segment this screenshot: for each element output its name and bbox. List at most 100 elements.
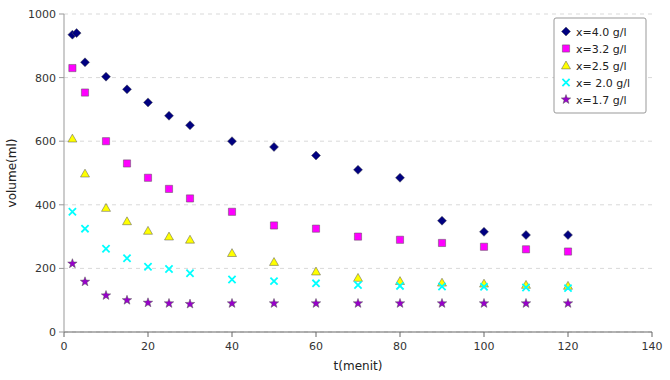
point <box>165 232 174 240</box>
point <box>186 195 193 202</box>
point <box>312 151 321 160</box>
point <box>311 298 320 307</box>
y-tick <box>59 268 64 269</box>
series <box>68 134 573 289</box>
point <box>186 270 193 277</box>
point <box>143 298 152 307</box>
point <box>144 174 151 181</box>
legend-label: x=4.0 g/l <box>576 26 626 39</box>
point <box>69 64 76 71</box>
point <box>80 277 89 286</box>
point <box>68 259 77 268</box>
point <box>354 273 363 281</box>
x-tick <box>232 332 233 337</box>
point <box>123 255 130 262</box>
point <box>123 160 130 167</box>
series <box>68 29 573 240</box>
point <box>522 284 529 291</box>
point <box>396 236 403 243</box>
point <box>396 173 405 182</box>
y-tick-label: 400 <box>35 199 56 212</box>
y-tick <box>59 332 64 333</box>
point <box>68 134 77 142</box>
point <box>81 58 90 67</box>
point <box>564 285 571 292</box>
x-tick-label: 20 <box>141 340 155 353</box>
point <box>312 267 321 275</box>
y-tick <box>59 77 64 78</box>
point <box>437 298 446 307</box>
point <box>438 216 447 225</box>
point <box>438 283 445 290</box>
point <box>270 142 279 151</box>
point <box>270 278 277 285</box>
grid-line <box>64 14 652 15</box>
point <box>144 263 151 270</box>
point <box>270 258 279 266</box>
point <box>354 233 361 240</box>
series <box>69 64 572 255</box>
point <box>228 276 235 283</box>
point <box>69 208 76 215</box>
point <box>101 290 110 299</box>
y-tick-label: 800 <box>35 72 56 85</box>
point <box>312 225 319 232</box>
point <box>227 298 236 307</box>
point <box>123 217 132 225</box>
series <box>68 259 573 308</box>
legend-box <box>554 18 646 113</box>
point <box>522 231 531 240</box>
y-tick <box>59 141 64 142</box>
y-tick <box>59 204 64 205</box>
point <box>480 227 489 236</box>
x-tick-label: 100 <box>474 340 495 353</box>
x-tick-label: 140 <box>642 340 663 353</box>
axes: 02040608010012014002004006008001000 <box>28 8 663 353</box>
x-axis-line <box>64 332 652 333</box>
grid-line <box>64 204 652 205</box>
x-tick-label: 60 <box>309 340 323 353</box>
point <box>396 282 403 289</box>
point <box>522 246 529 253</box>
y-tick-label: 1000 <box>28 8 56 21</box>
point <box>102 245 109 252</box>
point <box>479 298 488 307</box>
chart: 02040608010012014002004006008001000t(men… <box>0 0 670 380</box>
y-axis-label: volume(ml) <box>5 139 19 208</box>
point <box>354 281 361 288</box>
point <box>480 243 487 250</box>
legend-marker <box>562 27 571 36</box>
point <box>564 231 573 240</box>
point <box>81 225 88 232</box>
y-tick-label: 600 <box>35 135 56 148</box>
point <box>102 203 111 211</box>
point <box>164 298 173 307</box>
grid-line <box>64 332 652 333</box>
x-tick-label: 120 <box>558 340 579 353</box>
grid <box>64 14 652 332</box>
plot-area <box>68 29 573 308</box>
point <box>564 248 571 255</box>
legend-label: x=1.7 g/l <box>576 94 626 107</box>
point <box>122 295 131 304</box>
point <box>228 249 237 257</box>
point <box>438 239 445 246</box>
x-tick-label: 80 <box>393 340 407 353</box>
point <box>72 29 81 38</box>
point <box>102 138 109 145</box>
x-tick <box>316 332 317 337</box>
x-axis-label: t(menit) <box>334 359 383 373</box>
point <box>438 278 447 286</box>
legend-marker <box>561 95 570 104</box>
point <box>185 299 194 308</box>
x-tick <box>484 332 485 337</box>
y-tick-label: 200 <box>35 262 56 275</box>
legend-label: x= 2.0 g/l <box>576 77 630 90</box>
x-tick-label: 40 <box>225 340 239 353</box>
x-tick <box>652 332 653 337</box>
legend-marker <box>562 61 571 69</box>
y-axis-line <box>64 14 65 332</box>
legend-marker <box>562 45 569 52</box>
point <box>269 298 278 307</box>
x-tick <box>400 332 401 337</box>
